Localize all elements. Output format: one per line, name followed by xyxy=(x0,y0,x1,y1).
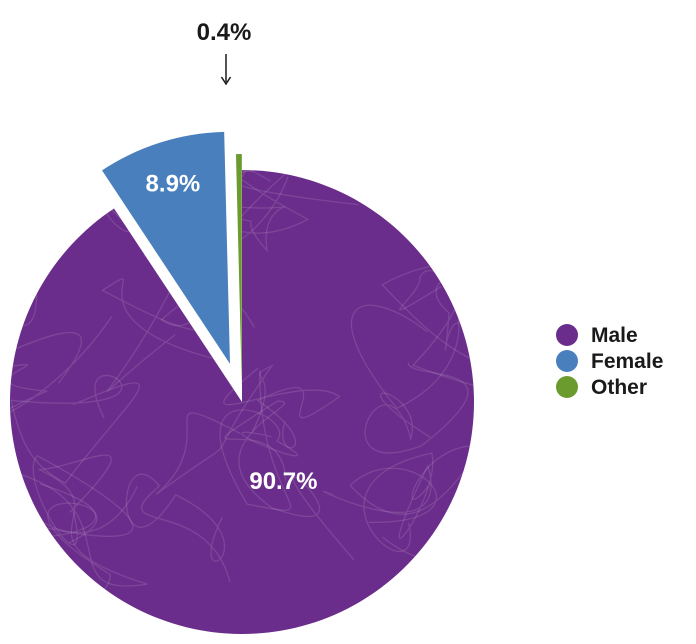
texture-line xyxy=(219,370,299,511)
texture-line xyxy=(9,242,38,327)
legend: Male Female Other xyxy=(556,324,663,399)
slice-male xyxy=(9,170,474,634)
texture-line xyxy=(19,454,134,545)
legend-marker-other xyxy=(556,376,578,398)
legend-marker-male xyxy=(556,324,578,346)
data-label-male: 90.7% xyxy=(249,468,317,495)
texture-line xyxy=(323,452,434,553)
texture-line xyxy=(10,374,140,485)
data-labels: 90.7% 8.9% 0.4% xyxy=(146,19,318,495)
slice-other xyxy=(235,153,242,387)
legend-label-female: Female xyxy=(591,350,663,373)
pie-slices xyxy=(9,131,474,634)
legend-label-other: Other xyxy=(591,376,647,399)
legend-label-male: Male xyxy=(591,324,638,347)
callout-arrow-icon xyxy=(220,76,232,86)
texture-line xyxy=(223,367,341,449)
texture-line xyxy=(125,473,231,583)
texture-line xyxy=(350,269,460,410)
texture-line xyxy=(224,400,355,561)
texture-line xyxy=(9,316,113,419)
texture-line xyxy=(155,364,274,495)
texture-line xyxy=(364,362,469,454)
data-label-female: 8.9% xyxy=(146,170,201,197)
texture-line xyxy=(9,454,148,587)
data-label-other: 0.4% xyxy=(197,19,252,46)
slice-female xyxy=(102,131,230,364)
other-callout xyxy=(220,54,232,86)
texture-line xyxy=(349,445,474,523)
legend-marker-female xyxy=(556,350,578,372)
